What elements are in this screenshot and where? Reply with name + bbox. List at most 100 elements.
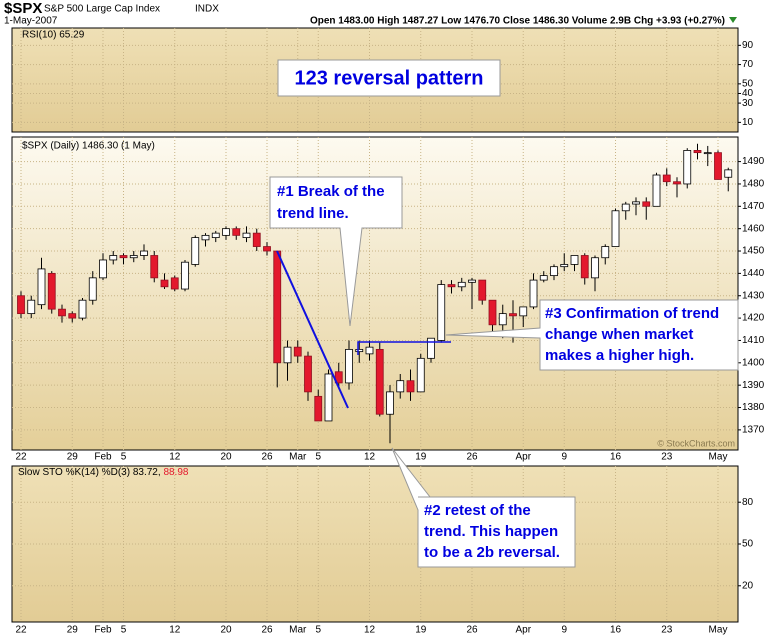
x-tick-label: May xyxy=(709,625,728,636)
y-tick-label: 1480 xyxy=(742,179,765,190)
y-tick-label: 1410 xyxy=(742,335,765,346)
y-tick-label: 50 xyxy=(742,539,754,550)
x-tick-label: 12 xyxy=(364,452,376,463)
candle-body xyxy=(673,181,681,185)
index-name: S&P 500 Large Cap Index xyxy=(44,4,160,15)
candle-body xyxy=(529,279,538,308)
x-tick-label: 5 xyxy=(315,452,321,463)
date: 1-May-2007 xyxy=(4,16,58,27)
y-tick-label: 1370 xyxy=(742,425,765,436)
candle-body xyxy=(611,210,620,247)
y-tick-label: 70 xyxy=(742,59,754,70)
y-tick-label: 1400 xyxy=(742,357,765,368)
high-line xyxy=(357,341,451,355)
x-tick-label: 29 xyxy=(67,452,79,463)
x-tick-label: Mar xyxy=(289,625,307,636)
quote: Open 1483.00 High 1487.27 Low 1476.70 Cl… xyxy=(310,16,725,27)
candle-body xyxy=(416,357,425,393)
candle-body xyxy=(99,259,107,279)
y-tick-label: 10 xyxy=(742,117,754,128)
x-tick-label: 26 xyxy=(261,625,273,636)
candle-body xyxy=(17,295,25,315)
candle-body xyxy=(375,348,384,415)
candle-body xyxy=(314,395,323,422)
annotation-text: trend line. xyxy=(277,205,349,222)
annotation-text: trend. This happen xyxy=(424,523,558,540)
candle-body xyxy=(273,250,282,364)
price-label: $SPX (Daily) 1486.30 (1 May) xyxy=(22,141,155,152)
x-tick-label: Feb xyxy=(94,452,112,463)
x-tick-label: 19 xyxy=(415,452,427,463)
y-tick-label: 50 xyxy=(742,78,754,89)
candle-body xyxy=(263,246,271,252)
trend-line xyxy=(276,250,349,409)
candle-body xyxy=(68,313,77,319)
candle-body xyxy=(488,299,497,326)
y-tick-label: 20 xyxy=(742,580,754,591)
candle-body xyxy=(478,279,487,301)
x-tick-label: 22 xyxy=(15,625,27,636)
candle-body xyxy=(632,201,640,205)
candle-body xyxy=(396,380,405,393)
x-tick-label: 12 xyxy=(169,625,181,636)
y-tick-label: 1440 xyxy=(742,268,765,279)
candle-body xyxy=(519,306,528,317)
candle-body xyxy=(621,203,630,212)
sto-k: Slow STO %K(14) %D(3) 83.72, xyxy=(18,467,161,478)
y-tick-label: 90 xyxy=(742,40,754,51)
candle-body xyxy=(345,348,353,384)
x-tick-label: 20 xyxy=(220,625,232,636)
candle-body xyxy=(252,232,261,247)
rsi-label: RSI(10) 65.29 xyxy=(22,30,85,41)
sto-d: 88.98 xyxy=(163,467,188,478)
x-tick-label: Apr xyxy=(515,625,531,636)
x-tick-label: 5 xyxy=(315,625,321,636)
x-tick-label: 16 xyxy=(610,625,622,636)
candle-body xyxy=(662,174,671,183)
y-tick-label: 1390 xyxy=(742,380,765,391)
x-tick-label: 29 xyxy=(67,625,79,636)
candle-body xyxy=(78,299,87,319)
candle-body xyxy=(642,201,651,207)
sto-label: Slow STO %K(14) %D(3) 83.72, 88.98 xyxy=(18,467,189,478)
candle-body xyxy=(150,255,159,279)
annotation-text: #2 retest of the xyxy=(424,502,531,519)
candle-body xyxy=(88,277,97,301)
candle-body xyxy=(140,250,148,256)
annotation-text: #1 Break of the xyxy=(277,183,385,200)
annotation-text: #3 Confirmation of trend xyxy=(545,305,719,322)
candle-body xyxy=(457,281,466,288)
x-tick-label: 19 xyxy=(415,625,427,636)
x-tick-label: 9 xyxy=(561,625,567,636)
candle-body xyxy=(724,169,733,178)
y-tick-label: 1460 xyxy=(742,223,765,234)
x-tick-label: 16 xyxy=(610,452,622,463)
candle-body xyxy=(324,373,333,422)
annotation-text: 123 reversal pattern xyxy=(294,67,483,89)
candle-body xyxy=(27,299,36,315)
candle-body xyxy=(601,246,610,259)
candle-body xyxy=(591,257,599,279)
x-tick-label: 23 xyxy=(661,452,673,463)
candle-body xyxy=(160,279,169,288)
annotation-text: to be a 2b reversal. xyxy=(424,544,560,561)
candle-body xyxy=(447,284,456,288)
y-tick-label: 1450 xyxy=(742,246,765,257)
candle-body xyxy=(427,337,435,359)
x-tick-label: May xyxy=(709,452,728,463)
candle-body xyxy=(222,228,230,236)
candle-body xyxy=(201,234,210,241)
candle-body xyxy=(683,150,692,185)
candle-body xyxy=(191,237,200,265)
x-tick-label: Mar xyxy=(289,452,307,463)
candle-body xyxy=(406,380,415,393)
candle-body xyxy=(498,313,507,326)
candle-body xyxy=(714,152,722,180)
y-tick-label: 40 xyxy=(742,88,754,99)
candle-body xyxy=(170,277,179,290)
x-tick-label: Apr xyxy=(515,452,531,463)
candle-body xyxy=(703,152,712,155)
x-tick-label: 22 xyxy=(15,452,27,463)
symbol: $SPX xyxy=(4,0,42,17)
